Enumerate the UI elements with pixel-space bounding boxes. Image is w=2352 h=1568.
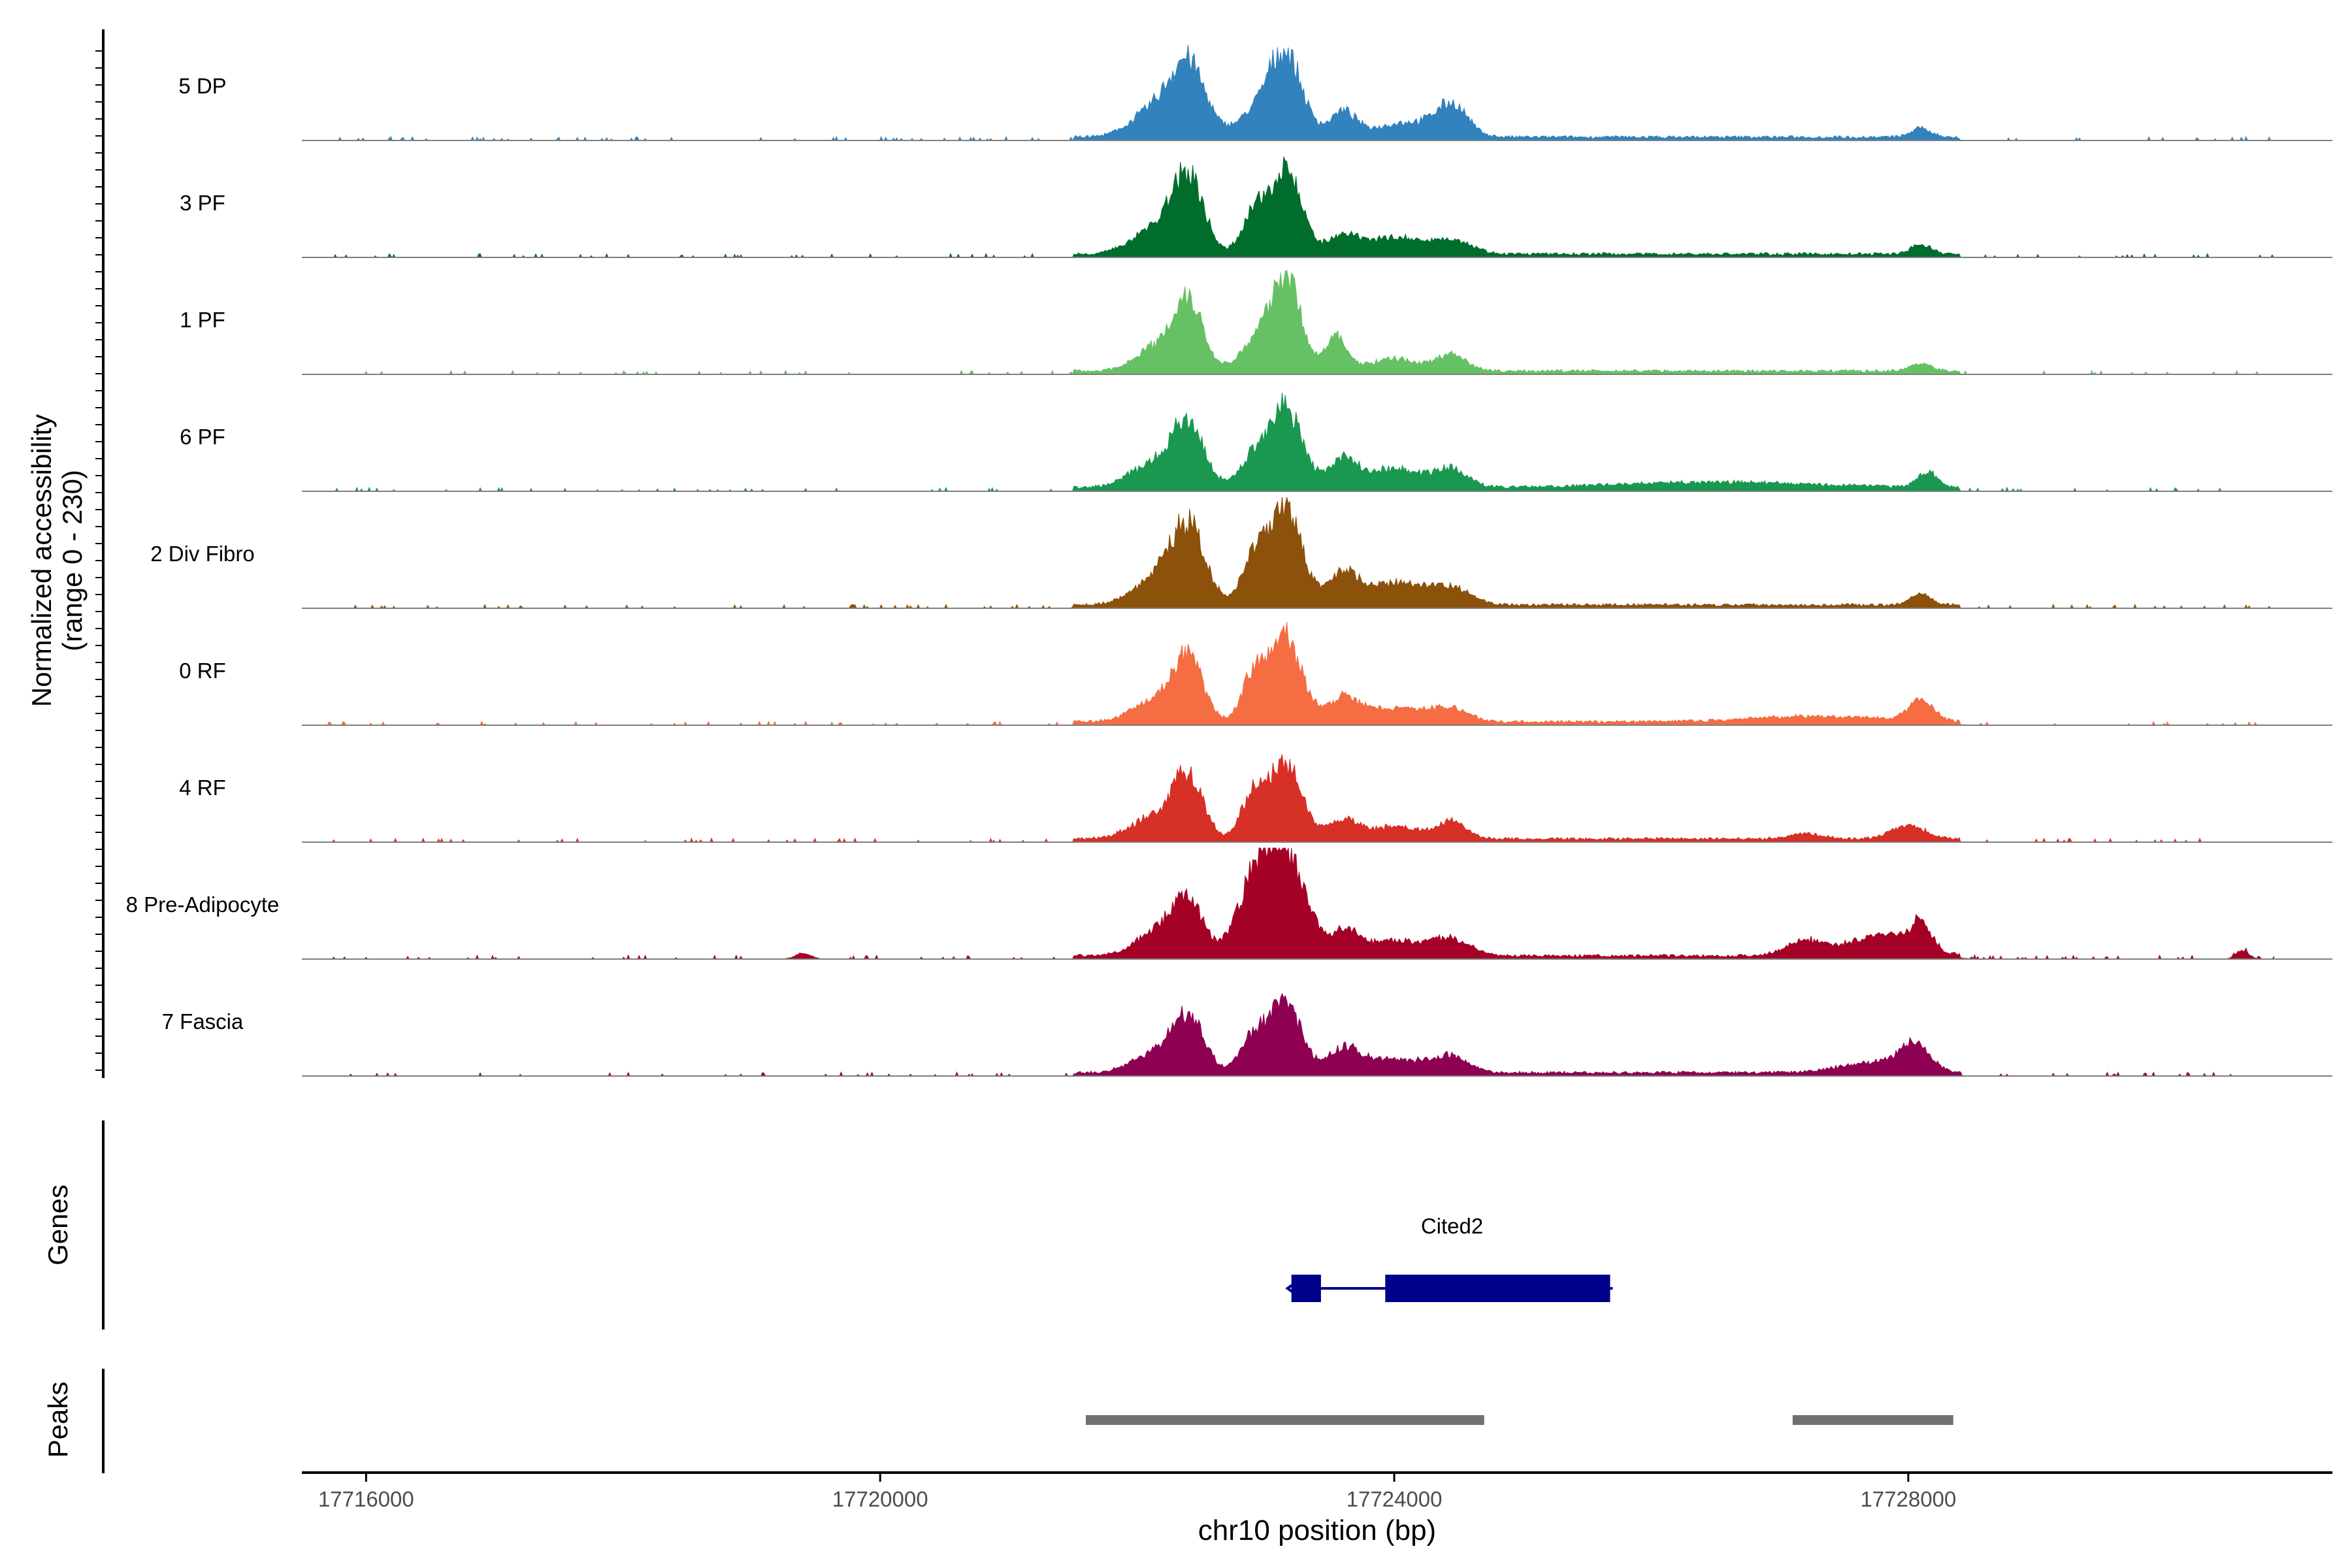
coverage-track: 0 RF [179, 621, 2332, 726]
coverage-track: 8 Pre-Adipocyte [126, 847, 2332, 960]
peak-track [1085, 1415, 1953, 1425]
track-label: 6 PF [180, 425, 225, 449]
coverage-track: 7 Fascia [162, 992, 2332, 1077]
coverage-track: 4 RF [179, 754, 2332, 843]
gene-model: Cited2 [1285, 1214, 1613, 1302]
coverage-tracks: 5 DP 3 PF 1 PF 6 PF 2 Div Fibro 0 RF 4 RF 8 Pre… [126, 44, 2332, 1077]
track-label: 1 PF [180, 308, 225, 332]
coverage-area [327, 992, 2274, 1077]
gene-label: Cited2 [1421, 1214, 1483, 1238]
track-label: 4 RF [179, 776, 226, 800]
genes-track-title: Genes [42, 1184, 73, 1266]
coverage-area [327, 497, 2274, 610]
coverage-track: 6 PF [180, 393, 2332, 493]
coverage-area [327, 754, 2274, 843]
coverage-area [327, 156, 2275, 258]
coverage-area [327, 44, 2274, 142]
x-tick-label: 17724000 [1347, 1487, 1443, 1511]
track-label: 7 Fascia [162, 1009, 244, 1034]
coverage-area [327, 269, 2274, 376]
track-label: 5 DP [178, 74, 226, 98]
track-label: 0 RF [179, 659, 226, 683]
peaks-track-title: Peaks [42, 1382, 73, 1458]
gene-exon [1385, 1275, 1610, 1302]
coverage-area [327, 847, 2274, 960]
peak-region [1792, 1415, 1953, 1425]
coverage-area [327, 393, 2274, 493]
track-label: 2 Div Fibro [150, 542, 255, 566]
coverage-area [327, 621, 2274, 726]
y-axis-title-line2: (range 0 - 230) [57, 470, 88, 651]
track-label: 8 Pre-Adipocyte [126, 892, 280, 917]
coverage-track: 3 PF [180, 156, 2332, 258]
x-tick-label: 17720000 [832, 1487, 928, 1511]
y-axis-title-line1: Normalized accessibility [26, 414, 57, 707]
coverage-track: 5 DP [178, 44, 2332, 142]
coverage-track: 2 Div Fibro [150, 497, 2332, 610]
peak-region [1085, 1415, 1484, 1425]
x-axis-ticks: 17716000 17720000 17724000 17728000 [318, 1473, 1956, 1511]
gene-exon [1291, 1275, 1321, 1302]
x-tick-label: 17716000 [318, 1487, 414, 1511]
track-y-axis-ticks [95, 50, 103, 1071]
x-axis-title: chr10 position (bp) [1198, 1514, 1436, 1546]
x-tick-label: 17728000 [1860, 1487, 1956, 1511]
coverage-track: 1 PF [180, 269, 2332, 376]
track-label: 3 PF [180, 191, 225, 215]
gene-annotation-track: Cited2 [1285, 1214, 1613, 1302]
